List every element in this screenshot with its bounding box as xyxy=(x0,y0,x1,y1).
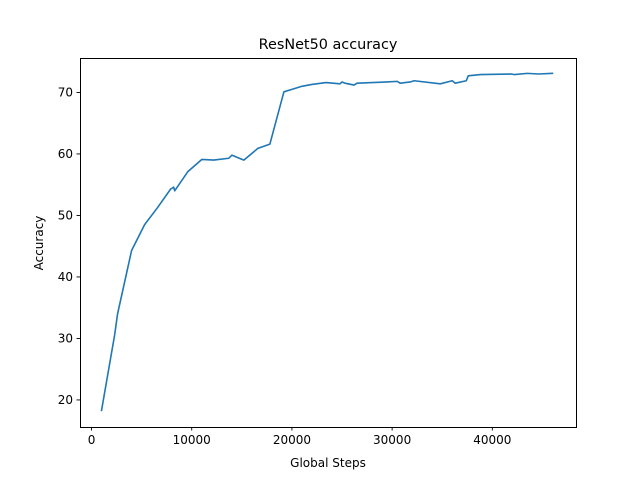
y-axis-label: Accuracy xyxy=(32,216,46,271)
y-tick-label-2: 40 xyxy=(58,270,73,284)
x-tick-label-4: 40000 xyxy=(473,433,511,447)
y-tick-label-1: 30 xyxy=(58,332,73,346)
series-line-0 xyxy=(100,72,554,412)
x-tick-label-2: 20000 xyxy=(273,433,311,447)
x-axis-ticks: 0 10000 20000 30000 40000 xyxy=(88,427,511,447)
chart-title: ResNet50 accuracy xyxy=(259,37,398,53)
y-tick-label-5: 70 xyxy=(58,86,73,100)
series-layer xyxy=(100,72,554,412)
plot-area-background xyxy=(80,58,576,427)
y-tick-label-3: 50 xyxy=(58,209,73,223)
y-axis-ticks: 20 30 40 50 60 70 xyxy=(58,86,80,407)
x-tick-label-0: 0 xyxy=(88,433,96,447)
y-tick-label-0: 20 xyxy=(58,393,73,407)
plot-frame xyxy=(80,58,577,428)
x-tick-label-3: 30000 xyxy=(373,433,411,447)
x-axis-label: Global Steps xyxy=(290,456,366,470)
x-tick-label-1: 10000 xyxy=(173,433,211,447)
y-tick-label-4: 60 xyxy=(58,147,73,161)
